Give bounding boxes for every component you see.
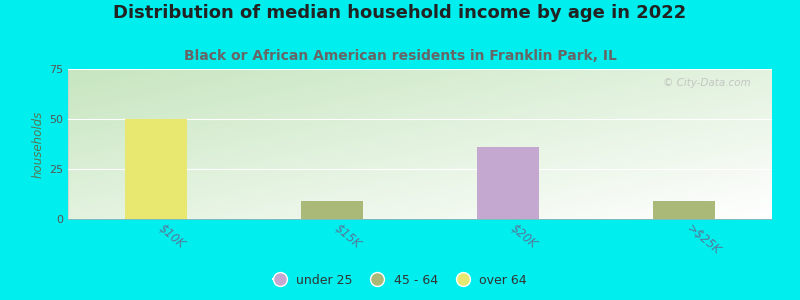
Legend: under 25, 45 - 64, over 64: under 25, 45 - 64, over 64 — [268, 269, 532, 292]
Bar — [654, 201, 715, 219]
Bar — [301, 201, 363, 219]
Bar — [477, 147, 539, 219]
Bar — [125, 119, 187, 219]
Text: Distribution of median household income by age in 2022: Distribution of median household income … — [114, 4, 686, 22]
Text: © City-Data.com: © City-Data.com — [663, 78, 751, 88]
Text: Black or African American residents in Franklin Park, IL: Black or African American residents in F… — [183, 50, 617, 64]
Y-axis label: households: households — [32, 110, 45, 178]
